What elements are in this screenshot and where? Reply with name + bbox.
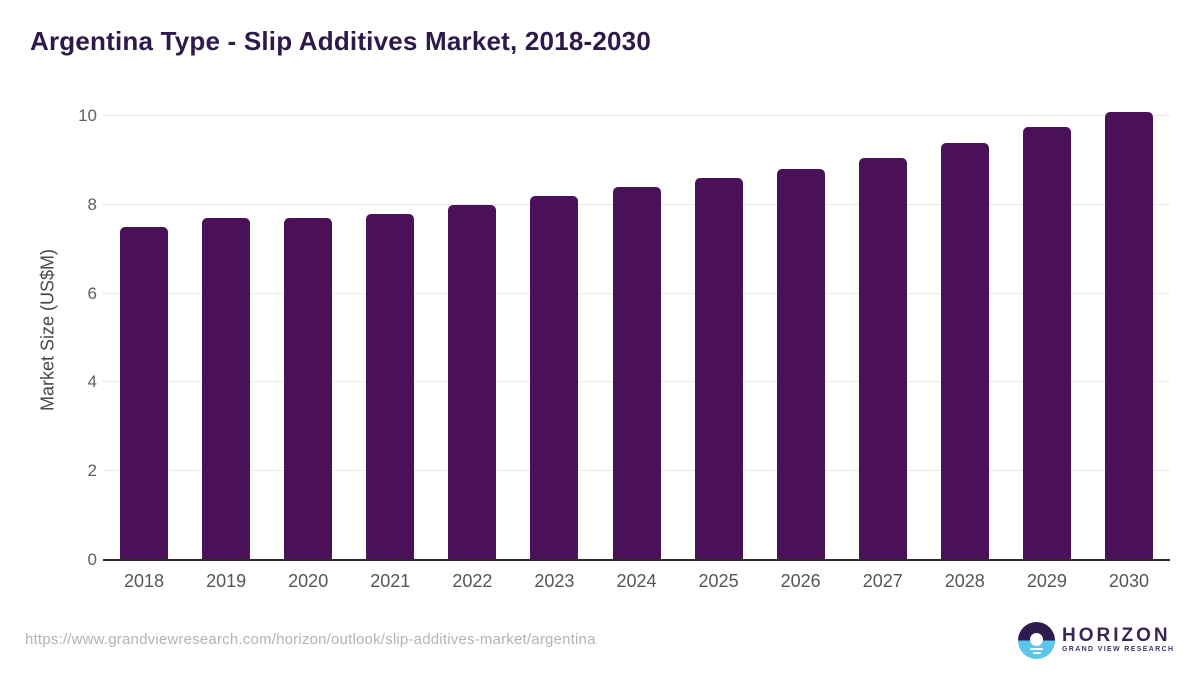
x-tick-label-2024: 2024 <box>616 571 657 591</box>
bar-2023 <box>530 195 579 560</box>
sun-reflection-line <box>1030 647 1043 650</box>
x-tick-label-2028: 2028 <box>944 571 985 591</box>
y-tick-label-6: 6 <box>87 283 97 303</box>
bar-2026 <box>776 169 825 560</box>
sun-reflection-line <box>1032 651 1041 654</box>
bar-2029 <box>1022 127 1071 560</box>
bar-2024 <box>612 187 661 560</box>
logo-subtitle: GRAND VIEW RESEARCH <box>1062 646 1175 653</box>
logo-title: HORIZON <box>1062 625 1171 646</box>
x-tick-label-2022: 2022 <box>452 571 493 591</box>
x-tick-label-2018: 2018 <box>124 571 165 591</box>
y-tick-label-10: 10 <box>78 106 97 125</box>
bar-2028 <box>940 142 989 560</box>
y-tick-label-2: 2 <box>87 461 97 481</box>
horizon-logo-icon <box>1018 622 1055 659</box>
x-tick-label-2026: 2026 <box>780 571 821 591</box>
plot-area <box>103 99 1170 561</box>
source-url: https://www.grandviewresearch.com/horizo… <box>25 631 596 648</box>
x-tick-label-2023: 2023 <box>534 571 575 591</box>
bar-2018 <box>120 227 169 560</box>
bar-2022 <box>448 204 497 560</box>
bar-2025 <box>694 178 743 560</box>
x-tick-label-2030: 2030 <box>1108 571 1149 591</box>
bar-2027 <box>858 158 907 560</box>
gridline-10 <box>103 115 1170 116</box>
chart-title: Argentina Type - Slip Additives Market, … <box>30 26 652 56</box>
x-tick-label-2029: 2029 <box>1026 571 1067 591</box>
y-tick-label-4: 4 <box>87 372 97 392</box>
horizon-logo: HORIZON GRAND VIEW RESEARCH <box>1018 620 1178 662</box>
x-tick-label-2025: 2025 <box>698 571 739 591</box>
x-tick-label-2019: 2019 <box>206 571 247 591</box>
x-tick-label-2020: 2020 <box>288 571 329 591</box>
y-tick-label-0: 0 <box>87 550 97 569</box>
bar-2021 <box>366 213 415 560</box>
x-tick-label-2027: 2027 <box>862 571 903 591</box>
x-tick-label-2021: 2021 <box>370 571 411 591</box>
bar-2019 <box>202 218 251 560</box>
x-axis-line <box>103 559 1170 561</box>
y-tick-label-8: 8 <box>87 194 97 214</box>
bar-2030 <box>1104 111 1153 560</box>
bar-2020 <box>284 218 333 560</box>
sun-icon <box>1030 633 1043 646</box>
